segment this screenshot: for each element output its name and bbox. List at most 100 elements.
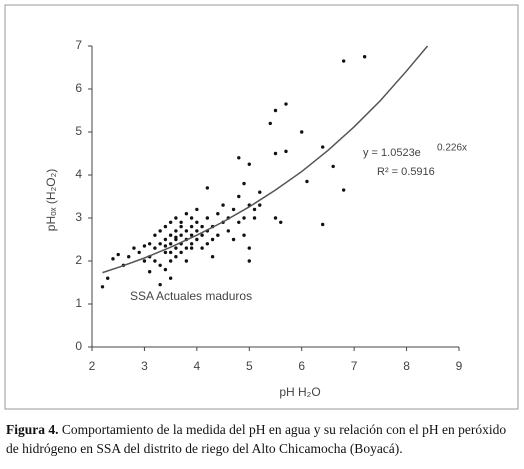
caption-text: Comportamiento de la medida del pH en ag…	[6, 422, 507, 456]
point	[252, 216, 257, 220]
point	[284, 102, 288, 106]
point	[184, 212, 189, 216]
point	[184, 229, 189, 233]
point	[158, 282, 162, 287]
point	[247, 259, 251, 263]
x-tick-label: 6	[298, 359, 305, 373]
y-tick-label: 7	[75, 38, 82, 52]
x-tick-label: 9	[456, 359, 463, 373]
point	[200, 233, 204, 237]
point	[279, 220, 283, 224]
point	[258, 203, 262, 207]
point	[168, 233, 173, 237]
point	[174, 235, 178, 240]
point	[226, 229, 231, 233]
point	[300, 130, 304, 134]
point	[362, 55, 367, 59]
point	[341, 188, 346, 192]
point	[205, 216, 210, 220]
point	[195, 207, 199, 212]
y-tick-label: 0	[75, 339, 82, 353]
x-tick-label: 8	[403, 359, 410, 373]
frame	[4, 4, 519, 410]
point	[273, 216, 278, 220]
point	[284, 149, 288, 154]
point	[273, 151, 278, 156]
point	[163, 250, 168, 255]
point	[210, 255, 215, 259]
caption: Figura 4. Comportamiento de la medida de…	[6, 420, 518, 458]
point	[189, 216, 194, 220]
point	[174, 229, 178, 233]
point	[221, 203, 225, 207]
x-tick-label: 4	[194, 359, 201, 373]
x-tick-label: 2	[89, 359, 96, 373]
point	[153, 233, 157, 237]
caption-label: Figura 4.	[6, 422, 59, 437]
point	[341, 59, 346, 63]
point	[100, 285, 105, 289]
point	[158, 229, 162, 233]
x-tick-label: 7	[351, 359, 358, 373]
point	[258, 190, 262, 194]
x-axis-label: pH H₂O	[279, 385, 320, 399]
point	[189, 224, 194, 229]
point	[142, 244, 147, 248]
point	[179, 250, 183, 255]
y-tick-label: 5	[75, 124, 82, 138]
point	[305, 179, 309, 184]
point	[168, 276, 173, 280]
point	[132, 246, 136, 250]
x-tick-label: 5	[246, 359, 253, 373]
point	[168, 250, 173, 255]
equation-exponent: 0.226x	[437, 143, 467, 154]
point	[247, 246, 251, 250]
point	[158, 242, 162, 246]
point	[268, 121, 272, 126]
annotation: SSA Actuales maduros	[130, 289, 252, 303]
point	[106, 276, 110, 280]
point	[210, 237, 215, 242]
point	[237, 220, 241, 224]
point	[231, 207, 236, 212]
point	[179, 224, 183, 229]
point	[111, 257, 115, 261]
point	[331, 164, 335, 169]
point	[179, 220, 183, 224]
chart: pH H₂O pHₒₓ (H₂O₂) y = 1.0523e 0.226x R²…	[4, 4, 519, 410]
point	[127, 255, 131, 259]
point	[189, 233, 194, 237]
y-tick-label: 6	[75, 81, 82, 95]
point	[242, 233, 246, 237]
point	[205, 186, 210, 190]
y-tick-label: 3	[75, 210, 82, 224]
x-tick-label: 3	[141, 359, 148, 373]
point	[168, 259, 173, 263]
trend-line	[102, 45, 429, 274]
point	[137, 250, 141, 255]
point	[147, 270, 152, 274]
equation: y = 1.0523e	[363, 147, 421, 159]
point	[142, 259, 147, 263]
point	[242, 216, 246, 220]
point	[216, 212, 220, 216]
point	[189, 242, 194, 246]
point	[153, 259, 157, 263]
point	[147, 242, 152, 246]
point	[320, 145, 325, 149]
point	[216, 233, 220, 237]
point	[153, 246, 157, 250]
point	[184, 259, 189, 263]
point	[231, 237, 236, 242]
point	[205, 242, 210, 246]
point	[163, 237, 168, 242]
point	[252, 207, 257, 212]
point	[174, 246, 178, 250]
point	[168, 220, 173, 224]
point	[168, 242, 173, 246]
point	[163, 244, 168, 248]
point	[163, 267, 168, 272]
r-squared: R² = 0.5916	[377, 166, 435, 178]
point	[195, 237, 199, 242]
